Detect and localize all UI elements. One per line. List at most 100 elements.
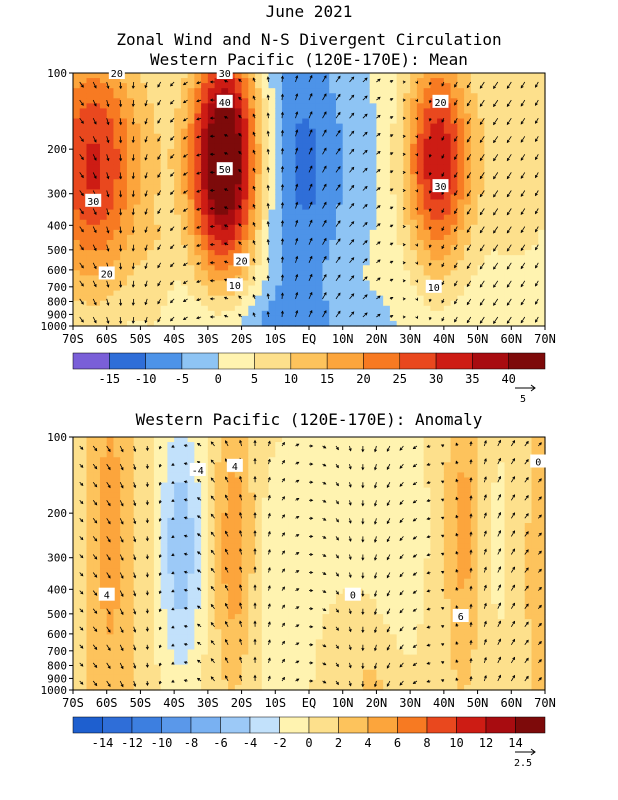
field-cell <box>133 179 142 185</box>
field-cell <box>187 103 195 110</box>
field-cell <box>73 452 81 458</box>
vector-arrowhead <box>493 158 496 162</box>
field-cell <box>261 234 270 241</box>
field-cell <box>356 204 364 211</box>
vector-arrowhead <box>280 201 284 206</box>
field-cell <box>248 219 256 226</box>
field-cell <box>147 88 155 94</box>
field-cell <box>477 153 485 160</box>
field-cell <box>268 143 276 150</box>
field-cell <box>106 320 115 327</box>
field-cell <box>79 472 88 479</box>
field-cell <box>228 209 236 216</box>
vector-arrowhead <box>223 224 228 228</box>
field-cell <box>93 250 101 256</box>
field-cell <box>504 204 512 211</box>
vector-arrowhead <box>390 170 394 174</box>
field-cell <box>93 568 101 575</box>
field-cell <box>518 295 526 302</box>
field-cell <box>99 533 108 539</box>
field-cell <box>180 255 189 261</box>
field-cell <box>174 280 182 287</box>
field-cell <box>295 138 303 145</box>
field-cell <box>147 234 155 241</box>
field-cell <box>342 275 351 282</box>
field-cell <box>93 113 101 120</box>
field-cell <box>126 128 135 135</box>
field-cell <box>126 204 135 211</box>
field-cell <box>504 310 512 317</box>
field-cell <box>315 204 324 211</box>
field-cell <box>221 174 229 180</box>
field-cell <box>79 113 88 120</box>
vector-arrow <box>308 310 313 318</box>
vector-arrowhead <box>144 283 148 288</box>
field-cell <box>79 507 88 514</box>
field-cell <box>295 164 303 170</box>
field-cell <box>511 300 519 307</box>
field-cell <box>282 143 290 150</box>
field-cell <box>147 113 155 120</box>
field-cell <box>457 204 465 211</box>
field-cell <box>214 118 222 125</box>
field-cell <box>93 285 101 292</box>
field-cell <box>228 219 236 226</box>
field-cell <box>234 295 243 302</box>
field-cell <box>120 603 128 610</box>
field-cell <box>113 654 121 661</box>
field-cell <box>153 88 162 94</box>
field-cell <box>423 229 431 236</box>
field-cell <box>450 169 458 175</box>
field-cell <box>410 98 418 104</box>
field-cell <box>126 219 135 226</box>
field-cell <box>342 310 351 317</box>
field-cell <box>369 310 378 317</box>
field-cell <box>322 275 330 282</box>
field-cell <box>133 118 142 125</box>
field-cell <box>73 189 81 196</box>
field-cell <box>99 614 108 620</box>
field-cell <box>470 209 479 216</box>
field-cell <box>282 320 290 327</box>
vector-arrowhead <box>415 297 419 301</box>
field-cell <box>140 255 148 261</box>
field-cell <box>450 219 458 226</box>
field-cell <box>524 250 533 256</box>
field-cell <box>484 184 492 190</box>
field-cell <box>201 239 209 246</box>
field-cell <box>464 199 472 206</box>
field-cell <box>470 310 479 317</box>
field-cell <box>120 543 128 549</box>
vector-arrowhead <box>106 103 110 108</box>
field-cell <box>342 83 351 89</box>
field-cell <box>356 189 364 196</box>
field-cell <box>342 98 351 104</box>
vector-arrow <box>466 81 472 88</box>
field-cell <box>86 457 94 463</box>
field-cell <box>120 573 128 580</box>
field-cell <box>214 204 222 211</box>
field-cell <box>93 442 101 448</box>
field-cell <box>531 73 539 79</box>
field-cell <box>383 234 391 241</box>
y-tick-label: 700 <box>47 281 67 294</box>
field-cell <box>349 194 357 201</box>
field-cell <box>207 270 216 276</box>
field-cell <box>268 83 276 89</box>
field-cell <box>140 270 148 276</box>
vector-arrowhead <box>428 154 432 158</box>
field-cell <box>201 295 209 302</box>
vector-arrowhead <box>182 299 187 302</box>
field-cell <box>180 169 189 175</box>
field-cell <box>113 492 121 499</box>
field-cell <box>389 138 398 145</box>
field-cell <box>261 138 270 145</box>
field-cell <box>79 184 88 190</box>
field-cell <box>93 189 101 196</box>
field-cell <box>261 103 270 110</box>
field-cell <box>403 280 411 287</box>
field-cell <box>234 224 243 231</box>
field-cell <box>167 224 175 231</box>
field-cell <box>403 255 411 261</box>
field-cell <box>241 290 249 297</box>
